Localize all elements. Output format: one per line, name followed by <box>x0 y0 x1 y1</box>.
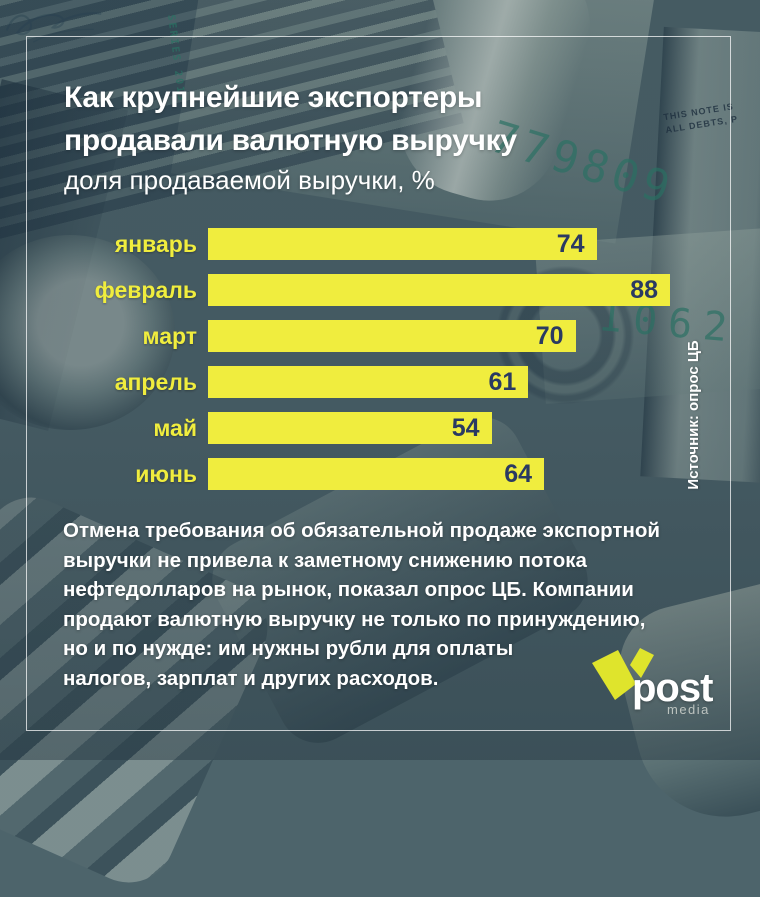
bar: 61 <box>208 366 529 398</box>
category-label: январь <box>114 230 197 257</box>
footnote-line: но и по нужде: им нужны рубли для оплаты <box>63 637 514 660</box>
category-label: май <box>153 414 197 441</box>
value-label: 88 <box>630 275 658 304</box>
bar: 64 <box>208 458 544 490</box>
chart-subtitle: доля продаваемой выручки, % <box>64 165 435 195</box>
footnote-paragraph: Отмена требования об обязательной продаж… <box>63 516 660 693</box>
value-label: 61 <box>488 367 517 396</box>
category-label: апрель <box>114 368 197 395</box>
bar: 70 <box>208 320 576 352</box>
bar-row: январь 74 <box>57 228 702 260</box>
bar-rows: январь 74 февраль 88 март 70 апрель 61 май 54 июнь… <box>57 228 702 504</box>
title-line-2: продавали валютную выручку <box>64 124 517 157</box>
bar: 74 <box>208 228 597 260</box>
bill-roll-left <box>0 235 175 430</box>
post-media-logo: post media <box>590 644 730 716</box>
bar-row: март 70 <box>57 320 702 352</box>
logo-sub-label: media <box>667 702 710 717</box>
value-label: 64 <box>504 459 532 488</box>
logo-wordmark: post <box>632 666 713 710</box>
footnote-line: Отмена требования об обязательной продаж… <box>63 519 660 542</box>
bar-row: июнь 64 <box>57 458 702 490</box>
title-line-1: Как крупнейшие экспортеры <box>64 81 483 114</box>
bar-row: апрель 61 <box>57 366 702 398</box>
category-label: март <box>142 322 197 349</box>
footnote-line: налогов, зарплат и других расходов. <box>63 666 439 690</box>
bar: 88 <box>208 274 670 306</box>
footnote-line: продают валютную выручку не только по пр… <box>63 607 646 631</box>
v-logo-icon <box>592 648 654 700</box>
bar: 54 <box>208 412 492 444</box>
bar-row: февраль 88 <box>57 274 702 306</box>
category-label: июнь <box>135 460 197 487</box>
bar-row: май 54 <box>57 412 702 444</box>
page-title: Как крупнейшие экспортеры продавали валю… <box>64 76 517 162</box>
value-label: 70 <box>535 321 564 350</box>
footnote-line: выручки не привела к заметному снижению … <box>63 548 587 572</box>
source-label: Источник: опрос ЦБ <box>685 340 702 490</box>
value-label: 74 <box>556 229 585 258</box>
footnote-line: нефтедолларов на рынок, показал опрос ЦБ… <box>63 578 634 601</box>
value-label: 54 <box>451 413 480 442</box>
signature-decor <box>5 12 102 43</box>
category-label: февраль <box>94 276 197 303</box>
